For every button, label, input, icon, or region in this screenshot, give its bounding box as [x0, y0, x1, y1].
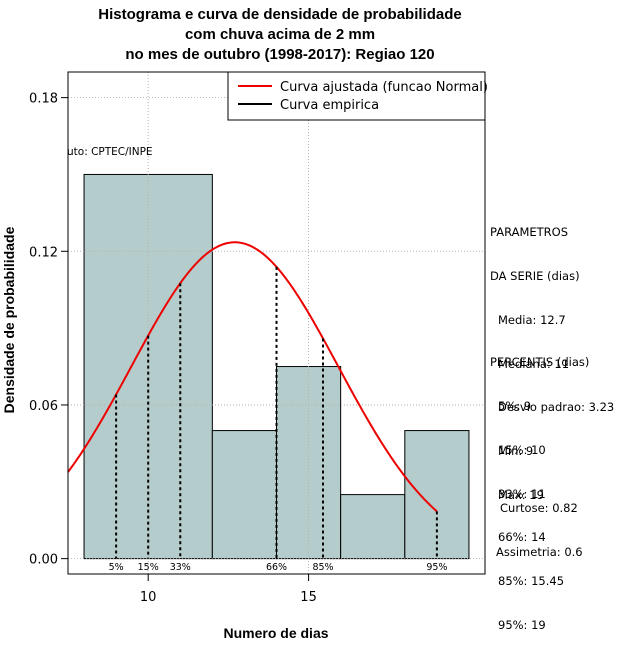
percentile-label-0: 5% — [109, 562, 124, 573]
chart-title-line-2: com chuva acima de 2 mm — [184, 26, 376, 43]
percentil-95: 95%: 19 — [498, 617, 546, 632]
param-media: Media: 12.7 — [498, 312, 566, 327]
y-tick-label-1: 0.06 — [29, 399, 58, 414]
histogram-bars — [68, 72, 485, 574]
percentil-85: 85%: 15.45 — [498, 574, 565, 589]
percentis-block: PERCENTIS (dias) 5%: 9 15%: 10 33%: 11 6… — [490, 326, 589, 647]
percentile-label-4: 85% — [312, 562, 333, 573]
percentis-header: PERCENTIS (dias) — [490, 355, 590, 370]
parametros-header-1: PARAMETROS — [490, 225, 569, 240]
legend-box — [227, 71, 486, 121]
y-tick-label-3: 0.18 — [29, 92, 58, 107]
moments-block: Curtose: 0.82 Assimetria: 0.6 — [496, 472, 583, 574]
percentil-66: 66%: 14 — [498, 530, 546, 545]
fitted-normal-curve — [67, 241, 438, 513]
percentil-33: 33%: 11 — [498, 486, 546, 501]
percentile-markers: 5% 15% 33% 66% 85% 95% — [109, 266, 447, 573]
histogram-bar-3 — [340, 494, 406, 560]
assimetria-label: Assimetria: 0.6 — [496, 544, 583, 559]
parametros-header-2: DA SERIE (dias) — [490, 268, 580, 283]
percentil-15: 15%: 10 — [498, 442, 546, 457]
percentil-5: 5%: 9 — [498, 398, 532, 413]
chart-title-line-3: no mes de outubro (1998-2017): Regiao 12… — [125, 46, 435, 63]
param-max: Max: 19 — [498, 487, 544, 502]
curtose-label: Curtose: 0.82 — [500, 501, 578, 516]
chart-title-line-1: Histograma e curva de densidade de proba… — [98, 6, 462, 23]
param-mediana: Mediana: 11 — [498, 356, 570, 371]
legend-label-empirical: Curva empirica — [280, 98, 379, 113]
percentile-label-1: 15% — [138, 562, 159, 573]
y-tick-label-0: 0.00 — [29, 553, 58, 568]
parametros-block: PARAMETROS DA SERIE (dias) Media: 12.7 M… — [490, 196, 614, 517]
credit-label: uto: CPTEC/INPE — [67, 146, 153, 158]
x-tick-label-1: 15 — [300, 590, 317, 605]
percentile-label-5: 95% — [426, 562, 447, 573]
normal-curve-layer — [67, 241, 438, 513]
x-tick-label-0: 10 — [140, 590, 157, 605]
histogram-bar-1 — [211, 430, 278, 560]
param-min: Min: 9 — [498, 444, 534, 459]
percentile-label-2: 33% — [170, 562, 191, 573]
percentile-label-3: 66% — [266, 562, 287, 573]
axes: 0.00 0.06 0.12 0.18 10 15 — [29, 92, 317, 605]
legend: Curva ajustada (funcao Normal) Curva emp… — [227, 71, 488, 121]
param-desvio: Desvio padrao: 3.23 — [498, 400, 615, 415]
histogram-bar-4 — [404, 430, 470, 560]
x-axis-label: Numero de dias — [223, 625, 328, 641]
y-tick-label-2: 0.12 — [29, 245, 58, 260]
y-axis-label: Densidade de probabilidade — [1, 226, 17, 413]
legend-label-fitted: Curva ajustada (funcao Normal) — [280, 80, 488, 95]
